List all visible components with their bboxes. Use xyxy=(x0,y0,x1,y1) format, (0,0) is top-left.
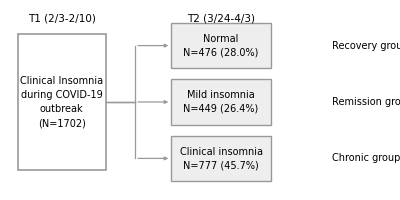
Text: Chronic group: Chronic group xyxy=(332,153,400,163)
Text: T1 (2/3-2/10): T1 (2/3-2/10) xyxy=(28,14,96,24)
Bar xyxy=(171,136,271,181)
Text: Clinical insomnia
N=777 (45.7%): Clinical insomnia N=777 (45.7%) xyxy=(180,147,263,170)
Bar xyxy=(18,34,106,170)
Text: Remission group: Remission group xyxy=(332,97,400,107)
Bar xyxy=(171,23,271,68)
Bar xyxy=(171,79,271,125)
Text: Normal
N=476 (28.0%): Normal N=476 (28.0%) xyxy=(184,34,259,57)
Text: T2 (3/24-4/3): T2 (3/24-4/3) xyxy=(187,14,255,24)
Text: Recovery group: Recovery group xyxy=(332,41,400,51)
Text: Clinical Insomnia
during COVID-19
outbreak
(N=1702): Clinical Insomnia during COVID-19 outbre… xyxy=(20,76,103,128)
Text: Mild insomnia
N=449 (26.4%): Mild insomnia N=449 (26.4%) xyxy=(184,90,259,114)
